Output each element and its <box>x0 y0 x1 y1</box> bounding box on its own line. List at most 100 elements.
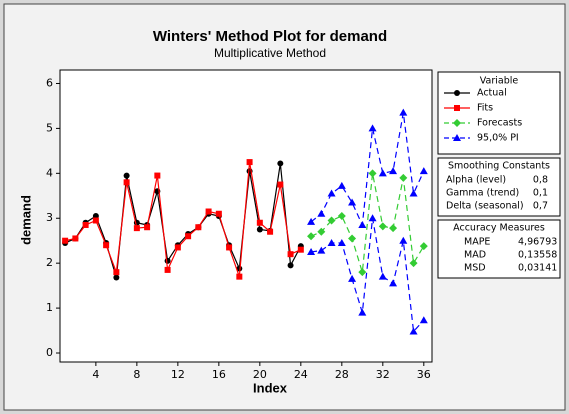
marker <box>399 108 408 116</box>
x-tick-label: 28 <box>335 368 349 381</box>
marker <box>368 124 377 132</box>
table-title: Smoothing Constants <box>448 161 550 172</box>
marker <box>454 90 460 96</box>
marker <box>358 220 367 228</box>
x-tick-label: 32 <box>376 368 390 381</box>
x-axis-label: Index <box>253 380 288 395</box>
marker <box>337 212 346 220</box>
marker <box>82 221 89 228</box>
legend-label: Forecasts <box>477 118 522 129</box>
marker <box>453 119 461 127</box>
table-value: 0,7 <box>533 201 548 212</box>
y-tick-label: 4 <box>46 166 53 179</box>
marker <box>267 228 274 235</box>
marker <box>226 244 233 251</box>
y-tick-label: 0 <box>46 346 53 359</box>
marker <box>113 269 120 276</box>
marker <box>378 222 387 231</box>
marker <box>236 273 243 280</box>
marker <box>297 246 304 253</box>
x-tick-label: 16 <box>212 368 226 381</box>
series-line <box>310 112 425 228</box>
marker <box>337 238 346 246</box>
marker <box>317 209 326 217</box>
table-label: Delta (seasonal) <box>446 201 524 212</box>
table-label: Alpha (level) <box>446 175 506 186</box>
marker <box>113 274 120 281</box>
marker <box>453 134 461 141</box>
table-value: 0,03141 <box>518 263 557 274</box>
marker <box>185 233 192 240</box>
marker <box>317 246 326 254</box>
table-value: 0,1 <box>533 188 548 199</box>
marker <box>277 181 284 188</box>
x-tick-label: 20 <box>253 368 267 381</box>
chart-title: Winters' Method Plot for demand <box>153 28 387 45</box>
marker <box>307 232 316 241</box>
marker <box>307 247 316 255</box>
marker <box>419 316 428 324</box>
marker <box>287 262 294 269</box>
y-tick-label: 2 <box>46 256 53 269</box>
marker <box>72 235 79 242</box>
table-label: Gamma (trend) <box>446 188 519 199</box>
marker <box>348 198 357 206</box>
marker <box>154 172 161 179</box>
marker <box>419 167 428 175</box>
y-axis-label: demand <box>18 195 33 245</box>
marker <box>368 214 377 222</box>
marker <box>92 217 99 224</box>
legend-label: 95,0% PI <box>477 133 519 144</box>
marker <box>409 327 418 335</box>
marker <box>378 272 387 280</box>
marker <box>454 105 460 111</box>
table-title: Accuracy Measures <box>453 223 545 234</box>
legend-label: Fits <box>477 103 493 114</box>
plot-area <box>59 69 433 363</box>
marker <box>205 208 212 215</box>
table-value: 0,8 <box>533 175 548 186</box>
marker <box>174 244 181 251</box>
table-label: MSD <box>464 263 486 274</box>
y-tick-label: 5 <box>46 121 53 134</box>
marker <box>123 172 130 179</box>
marker <box>133 225 140 232</box>
marker <box>195 224 202 231</box>
marker <box>256 226 263 233</box>
table-box <box>437 157 561 217</box>
marker <box>307 217 316 225</box>
marker <box>409 259 418 268</box>
table-value: 4,96793 <box>518 237 557 248</box>
marker <box>62 237 69 244</box>
marker <box>348 234 357 243</box>
marker <box>358 268 367 277</box>
marker <box>348 274 357 282</box>
table-label: MAPE <box>464 237 490 248</box>
x-tick-label: 12 <box>171 368 185 381</box>
marker <box>409 189 418 197</box>
marker <box>389 224 398 233</box>
y-tick-label: 3 <box>46 211 53 224</box>
marker <box>277 160 284 167</box>
x-tick-label: 4 <box>92 368 99 381</box>
marker <box>419 242 428 251</box>
marker <box>327 216 336 225</box>
x-tick-label: 36 <box>417 368 431 381</box>
marker <box>389 167 398 175</box>
marker <box>246 159 253 166</box>
x-tick-label: 8 <box>133 368 140 381</box>
x-tick-label: 24 <box>294 368 308 381</box>
marker <box>337 181 346 189</box>
marker <box>236 265 243 272</box>
marker <box>215 210 222 217</box>
table-box <box>437 219 561 279</box>
marker <box>327 238 336 246</box>
y-tick-label: 1 <box>46 301 53 314</box>
table-label: MAD <box>464 250 486 261</box>
table-value: 0,13558 <box>518 250 557 261</box>
marker <box>103 242 110 249</box>
chart-subtitle: Multiplicative Method <box>214 46 326 60</box>
marker <box>123 179 130 186</box>
marker <box>287 251 294 258</box>
